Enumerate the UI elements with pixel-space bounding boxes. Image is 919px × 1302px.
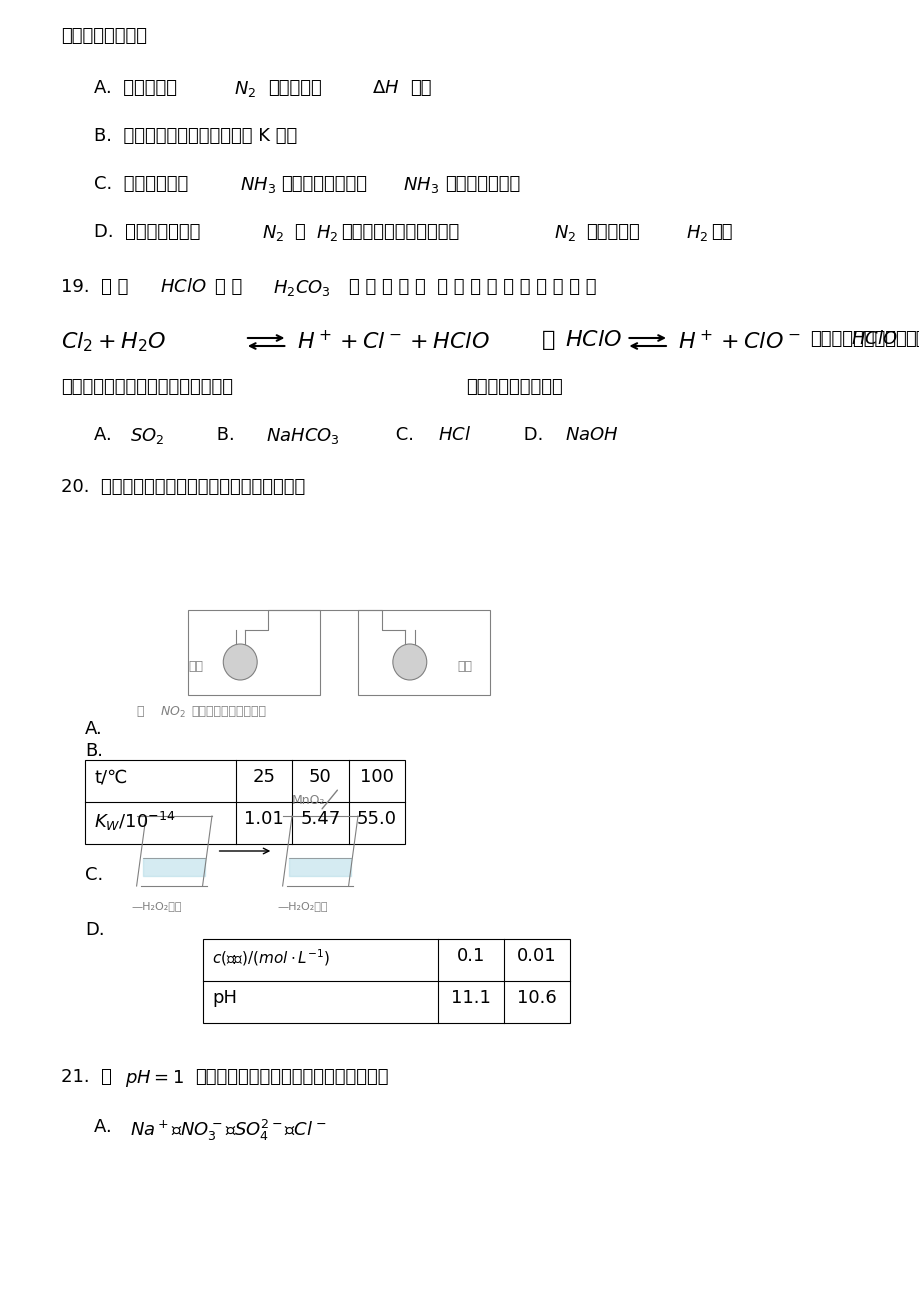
Text: $H_2$: $H_2$ [685, 223, 708, 243]
Text: B.: B. [85, 742, 103, 760]
Text: $HCl$: $HCl$ [437, 426, 471, 444]
Text: $NO_2$: $NO_2$ [160, 704, 186, 720]
Text: 19.  已 知: 19. 已 知 [62, 279, 140, 296]
Text: MnO₂: MnO₂ [291, 794, 325, 807]
Text: $H^+ + ClO^-$: $H^+ + ClO^-$ [677, 329, 800, 353]
Text: $HClO$: $HClO$ [850, 329, 896, 348]
Text: 21.  某: 21. 某 [62, 1068, 112, 1086]
Text: D.: D. [494, 426, 554, 444]
Text: $H_2CO_3$: $H_2CO_3$ [273, 279, 331, 298]
Text: 的高: 的高 [710, 223, 732, 241]
Bar [85, 760, 404, 844]
Text: 0.1: 0.1 [457, 947, 484, 965]
Text: 20.  下列实验事实不能用平衡移动原理解释的是: 20. 下列实验事实不能用平衡移动原理解释的是 [62, 478, 305, 496]
Text: $SO_2$: $SO_2$ [130, 426, 165, 447]
Bar [188, 611, 320, 695]
Text: $Na^+$、$NO_3^-$、$SO_4^{2-}$、$Cl^-$: $Na^+$、$NO_3^-$、$SO_4^{2-}$、$Cl^-$ [130, 1118, 326, 1143]
Text: 的透明溶液中一定能大量共存的离子组是: 的透明溶液中一定能大量共存的离子组是 [195, 1068, 388, 1086]
Text: B.  平衡后升高温度，平衡常数 K 变大: B. 平衡后升高温度，平衡常数 K 变大 [94, 128, 297, 145]
Text: ，达到新平衡时，: ，达到新平衡时， [280, 174, 367, 193]
Text: 与: 与 [293, 223, 304, 241]
Text: D.  若反应前充入的: D. 若反应前充入的 [94, 223, 200, 241]
Text: 将: 将 [136, 704, 144, 717]
Text: 50: 50 [309, 768, 332, 786]
Text: $N_2$: $N_2$ [233, 79, 255, 99]
Text: $H^+ + Cl^- + HClO$: $H^+ + Cl^- + HClO$ [297, 329, 489, 353]
Text: pH: pH [211, 990, 237, 1006]
Circle shape [223, 644, 257, 680]
Text: 55.0: 55.0 [357, 810, 396, 828]
Text: 热水: 热水 [457, 660, 471, 673]
Text: 的转化率比: 的转化率比 [585, 223, 639, 241]
Text: $NaOH$: $NaOH$ [564, 426, 618, 444]
Text: A.  平衡后加入: A. 平衡后加入 [94, 79, 177, 98]
Text: ，达到平衡后，要使: ，达到平衡后，要使 [810, 329, 906, 348]
Text: $K_W/10^{-14}$: $K_W/10^{-14}$ [94, 810, 176, 833]
Text: ，该反应的: ，该反应的 [268, 79, 322, 98]
Text: 的百分含量变大: 的百分含量变大 [444, 174, 519, 193]
Text: 25: 25 [252, 768, 275, 786]
Circle shape [392, 644, 426, 680]
Bar [357, 611, 489, 695]
Text: $H_2$: $H_2$ [315, 223, 337, 243]
Text: $NaHCO_3$: $NaHCO_3$ [266, 426, 339, 447]
Text: A.: A. [94, 1118, 123, 1137]
Text: 增大: 增大 [409, 79, 431, 98]
Text: 1.01: 1.01 [244, 810, 283, 828]
Text: D.: D. [85, 921, 104, 939]
Text: $NH_3$: $NH_3$ [240, 174, 276, 195]
Text: B.: B. [188, 426, 246, 444]
Text: A.: A. [85, 720, 102, 738]
Text: 5.47: 5.47 [300, 810, 340, 828]
Text: 的浓: 的浓 [904, 329, 919, 348]
Text: 10.6: 10.6 [516, 990, 556, 1006]
Text: $Cl_2 + H_2O$: $Cl_2 + H_2O$ [62, 329, 166, 354]
Text: A.: A. [94, 426, 123, 444]
Text: C.: C. [367, 426, 425, 444]
Text: $pH = 1$: $pH = 1$ [125, 1068, 184, 1088]
Text: $HClO$: $HClO$ [160, 279, 207, 296]
Text: $NH_3$: $NH_3$ [403, 174, 438, 195]
Text: 还 弱 的 酸 ，  氯 水 中 存 在 下 列 平 衡 ：: 还 弱 的 酸 ， 氯 水 中 存 在 下 列 平 衡 ： [348, 279, 596, 296]
Text: $N_2$: $N_2$ [553, 223, 575, 243]
Text: $c$(氨水)$/(mol\cdot L^{-1})$: $c$(氨水)$/(mol\cdot L^{-1})$ [211, 947, 330, 967]
Text: $N_2$: $N_2$ [262, 223, 284, 243]
Text: 度增大，可加入足量的下列哪种物质: 度增大，可加入足量的下列哪种物质 [62, 378, 233, 396]
Text: 是 比: 是 比 [214, 279, 254, 296]
Text: 冷水: 冷水 [188, 660, 203, 673]
Text: 下列分析正确的是: 下列分析正确的是 [62, 27, 147, 46]
Text: —H₂O₂溶液: —H₂O₂溶液 [278, 901, 328, 911]
Text: 11.1: 11.1 [450, 990, 491, 1006]
Text: C.  平衡后再充入: C. 平衡后再充入 [94, 174, 188, 193]
Text: 100: 100 [359, 768, 393, 786]
Text: C.: C. [85, 866, 103, 884]
Text: $\Delta H$: $\Delta H$ [371, 79, 399, 98]
Text: 0.01: 0.01 [516, 947, 556, 965]
Text: 球浸泡在冷水和热水中: 球浸泡在冷水和热水中 [191, 704, 266, 717]
Bar [202, 939, 570, 1023]
Text: ，达到平衡后，要使: ，达到平衡后，要使 [466, 378, 562, 396]
Text: t/℃: t/℃ [94, 768, 128, 786]
Text: —H₂O₂溶液: —H₂O₂溶液 [131, 901, 182, 911]
Text: 物质的量相等，达平衡时: 物质的量相等，达平衡时 [341, 223, 459, 241]
Text: $HClO$: $HClO$ [564, 329, 621, 350]
Text: 、: 、 [541, 329, 554, 350]
